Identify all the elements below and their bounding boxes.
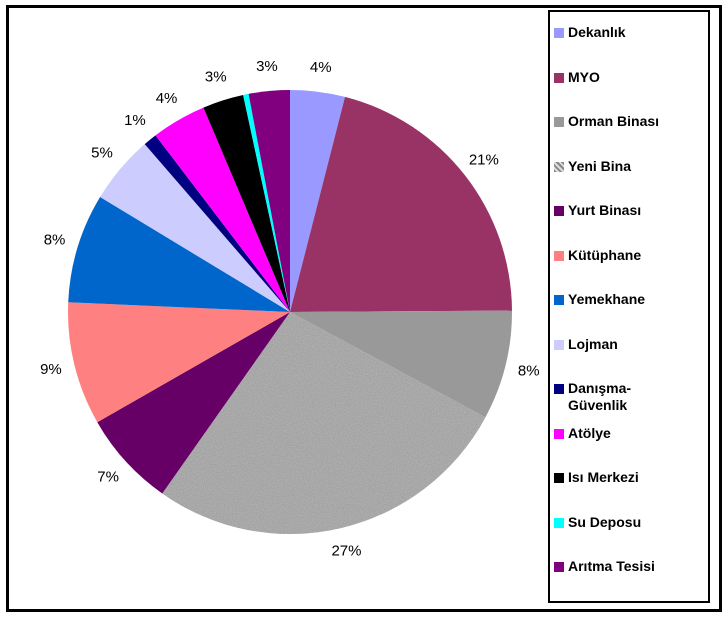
- legend-label: Yeni Bina: [568, 157, 632, 174]
- data-label: 3%: [256, 58, 278, 75]
- pie-slice: [155, 107, 290, 312]
- legend: Dekanlık MYO Orman Binası Yeni Bina Yurt Bin…: [548, 10, 710, 603]
- data-label: 8%: [44, 232, 66, 249]
- legend-label: Dekanlık: [568, 24, 626, 40]
- legend-swatch: [554, 339, 564, 350]
- legend-item: Arıtma Tesisi: [554, 558, 708, 575]
- pie-slice: [248, 90, 290, 312]
- data-label: 21%: [469, 151, 499, 168]
- pie-slice: [290, 90, 345, 312]
- legend-swatch: [554, 517, 564, 528]
- pie-slice: [162, 312, 486, 534]
- legend-label: Danışma-Güvenlik: [568, 380, 632, 413]
- data-label: 3%: [205, 68, 227, 85]
- legend-label: Yurt Binası: [568, 202, 642, 218]
- pie-slice: [68, 302, 290, 423]
- legend-swatch: [554, 562, 564, 572]
- pie-slice: [203, 95, 290, 312]
- legend-item: Atölye: [554, 424, 708, 442]
- legend-item: Yurt Binası: [554, 202, 708, 219]
- pie-slice: [290, 310, 512, 418]
- data-label: 8%: [518, 362, 540, 379]
- data-label: 1%: [124, 112, 146, 129]
- legend-label: Orman Binası: [568, 113, 660, 129]
- legend-item: Kütüphane: [554, 246, 708, 264]
- legend-swatch: [554, 206, 564, 216]
- legend-swatch: [554, 117, 564, 127]
- legend-label: Arıtma Tesisi: [568, 558, 655, 574]
- legend-swatch: [554, 428, 564, 439]
- legend-item: Yeni Bina: [554, 157, 708, 175]
- data-label: 4%: [156, 90, 178, 107]
- legend-label: Su Deposu: [568, 513, 642, 530]
- legend-item: Yemekhane: [554, 291, 708, 308]
- pie-slice: [243, 93, 290, 312]
- legend-item: Lojman: [554, 335, 708, 353]
- legend-swatch: [554, 384, 564, 394]
- legend-item: Dekanlık: [554, 24, 708, 41]
- legend-swatch: [554, 72, 564, 83]
- legend-label: Lojman: [568, 335, 618, 352]
- legend-label: Kütüphane: [568, 246, 642, 263]
- data-label: 9%: [40, 361, 62, 378]
- legend-item: Isı Merkezi: [554, 469, 708, 486]
- legend-swatch: [554, 161, 564, 172]
- pie-slice: [68, 197, 290, 312]
- pie-slice: [290, 96, 512, 312]
- legend-swatch: [554, 295, 564, 305]
- pie-slice: [100, 144, 290, 312]
- pie-slice: [144, 135, 290, 312]
- legend-label: MYO: [568, 68, 600, 85]
- data-label: 7%: [97, 469, 119, 486]
- legend-swatch: [554, 28, 564, 38]
- legend-swatch: [554, 473, 564, 483]
- frame-border: [6, 5, 722, 612]
- legend-item: Su Deposu: [554, 513, 708, 531]
- pie-slice: [97, 312, 290, 494]
- data-label: 5%: [91, 144, 113, 161]
- legend-item: Orman Binası: [554, 113, 708, 130]
- legend-label: Atölye: [568, 424, 611, 441]
- legend-item: Danışma-Güvenlik: [554, 380, 658, 414]
- data-label: 27%: [331, 542, 361, 559]
- data-label: 4%: [310, 59, 332, 76]
- legend-item: MYO: [554, 68, 708, 86]
- legend-label: Yemekhane: [568, 291, 646, 307]
- legend-swatch: [554, 250, 564, 261]
- legend-label: Isı Merkezi: [568, 469, 639, 485]
